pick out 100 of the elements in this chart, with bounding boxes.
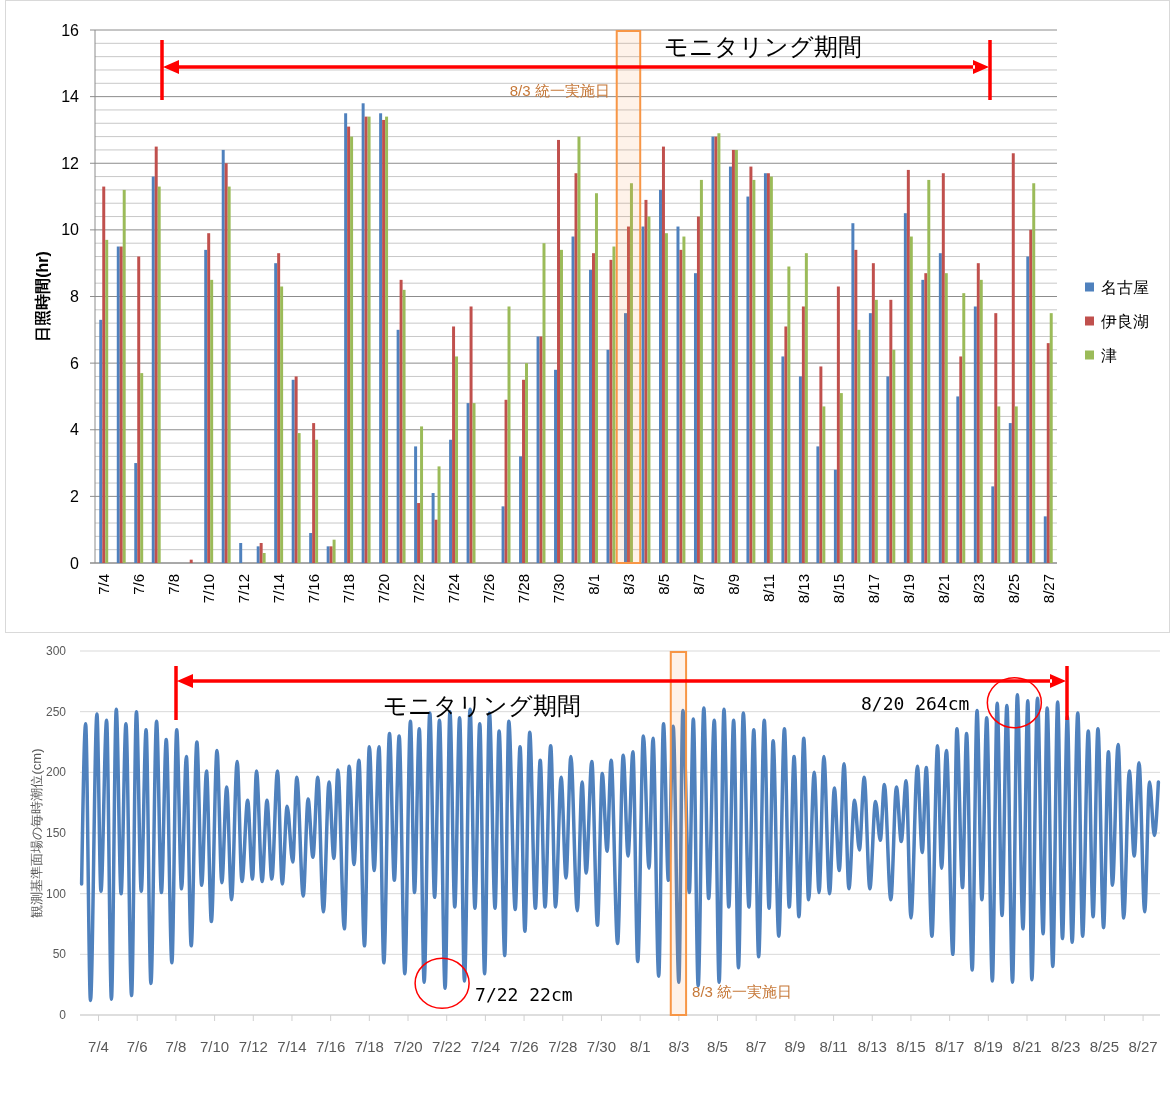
bar <box>504 399 508 563</box>
legend-label: 津 <box>1101 346 1117 364</box>
bar <box>102 186 106 563</box>
bar <box>609 259 613 563</box>
bar <box>592 253 595 563</box>
bar <box>347 126 351 563</box>
bar <box>594 193 598 563</box>
bar <box>189 559 193 563</box>
x-tick-label: 8/13 <box>857 1037 887 1055</box>
x-tick-label: 7/14 <box>277 1037 307 1055</box>
bar <box>557 139 560 563</box>
y-tick-label: 8 <box>70 288 80 305</box>
bar <box>449 439 453 563</box>
bar <box>277 253 281 563</box>
bar <box>822 406 826 563</box>
bar <box>297 433 301 563</box>
bar <box>693 273 697 563</box>
y-tick-label: 12 <box>61 154 80 172</box>
x-tick-label: 8/1 <box>629 1037 651 1055</box>
bar <box>420 426 424 563</box>
bar <box>629 183 633 563</box>
x-tick-label: 8/15 <box>896 1037 926 1055</box>
bar <box>921 279 925 563</box>
x-tick-label: 8/25 <box>1004 574 1022 604</box>
bar <box>221 149 225 563</box>
bar <box>679 249 683 563</box>
x-tick-label: 7/26 <box>480 574 498 604</box>
bar <box>696 216 700 563</box>
bar <box>417 503 421 563</box>
bar <box>396 329 400 563</box>
x-tick-label: 7/26 <box>509 1037 539 1055</box>
bar <box>399 279 403 563</box>
y-tick-label: 0 <box>59 1008 67 1022</box>
bar <box>909 236 913 563</box>
bar <box>1011 153 1015 563</box>
x-tick-label: 7/12 <box>235 574 253 604</box>
bar <box>874 299 878 563</box>
bar <box>207 233 211 563</box>
bar <box>857 329 861 563</box>
bar <box>956 396 960 563</box>
bar <box>752 179 756 563</box>
bar <box>122 189 126 563</box>
bar <box>204 249 208 563</box>
bar <box>1026 256 1030 563</box>
annotation: モニタリング期間 <box>664 33 862 60</box>
bar <box>1043 516 1047 563</box>
bar <box>522 379 526 563</box>
y-axis-title: 観測基準面場の毎時潮位(cm) <box>28 748 44 918</box>
annotation: 8/20 264cm <box>860 693 970 715</box>
bar <box>991 486 995 563</box>
bar <box>976 263 980 563</box>
bar <box>332 539 336 563</box>
bar <box>819 366 823 563</box>
x-tick-label: 7/12 <box>238 1037 268 1055</box>
bar <box>309 533 313 563</box>
bar <box>801 306 805 563</box>
x-tick-label: 7/18 <box>340 574 358 604</box>
x-tick-label: 8/5 <box>654 574 672 595</box>
y-tick-label: 100 <box>45 886 67 901</box>
bar <box>315 439 319 563</box>
bar <box>962 293 966 563</box>
x-tick-label: 7/30 <box>550 574 568 604</box>
bar <box>437 466 441 563</box>
bar <box>892 349 896 563</box>
bar <box>798 376 802 563</box>
x-tick-label: 7/28 <box>515 574 533 604</box>
bar <box>154 146 158 563</box>
x-tick-label: 7/16 <box>316 1037 346 1055</box>
bar <box>836 286 840 563</box>
x-tick-label: 7/20 <box>393 1037 423 1055</box>
bar <box>224 163 228 563</box>
x-tick-label: 8/9 <box>724 574 742 595</box>
bar <box>906 169 910 563</box>
bar <box>431 493 435 563</box>
bar <box>851 223 855 563</box>
bar <box>749 166 753 563</box>
bar <box>924 273 928 563</box>
bar <box>682 236 686 563</box>
bar <box>525 363 528 563</box>
bar <box>1032 183 1036 563</box>
bar <box>151 176 155 563</box>
x-tick-label: 8/19 <box>973 1037 1003 1055</box>
x-tick-label: 7/14 <box>270 574 288 604</box>
x-tick-label: 8/1 <box>584 574 602 595</box>
annotation: 7/22 22cm <box>475 983 573 1005</box>
x-tick-label: 7/22 <box>432 1037 462 1055</box>
bar <box>157 186 161 563</box>
bar <box>554 369 558 563</box>
x-tick-label: 7/8 <box>165 1037 187 1055</box>
bar <box>571 236 575 563</box>
bar <box>210 279 214 563</box>
bar <box>941 173 945 563</box>
x-tick-label: 7/18 <box>354 1037 384 1055</box>
bar <box>105 239 109 563</box>
bar <box>927 179 931 563</box>
bar <box>903 213 907 563</box>
bar <box>1029 229 1033 563</box>
bar <box>1049 313 1053 563</box>
bar <box>647 216 651 563</box>
x-tick-label: 8/17 <box>935 1037 965 1055</box>
